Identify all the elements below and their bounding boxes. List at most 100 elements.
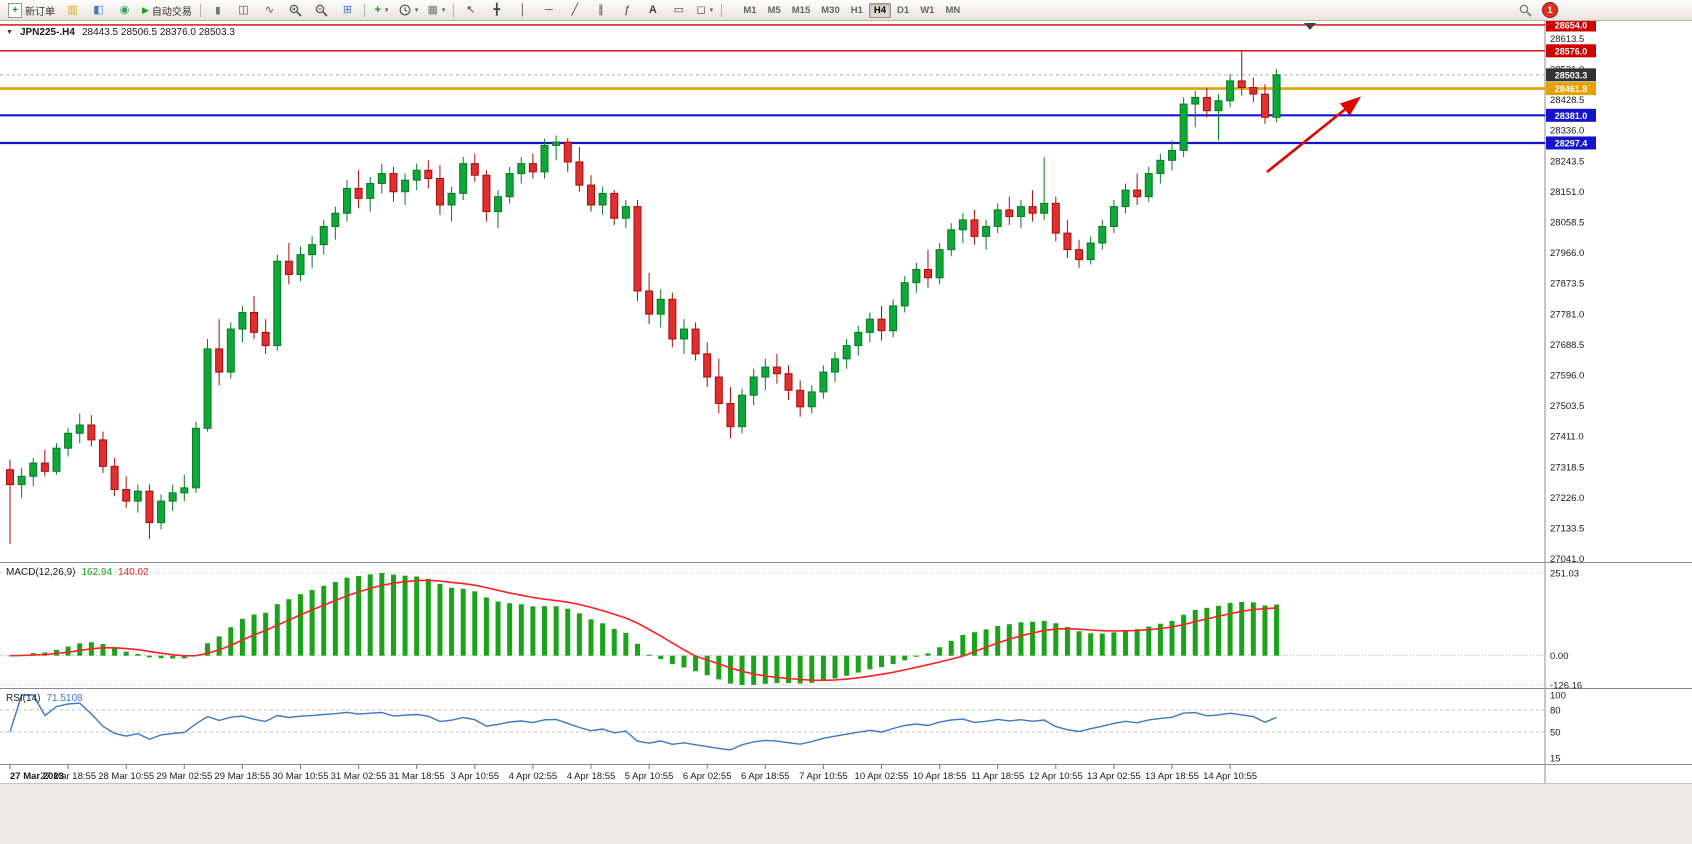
candle [482,174,491,213]
line-chart-icon: ∿ [264,3,275,16]
macd-histogram-bar [216,636,222,656]
candle [470,163,479,176]
candle [424,169,433,180]
macd-histogram-bar [879,655,884,668]
vertical-line-button[interactable]: │ [510,1,535,20]
candle [273,260,282,347]
macd-histogram-bar [356,576,362,656]
templates-button[interactable]: ▦ ▾ [423,1,449,20]
candle [1214,100,1223,112]
timeframe-button-M1[interactable]: M1 [743,4,757,16]
trendline-button[interactable]: ╱ [562,1,587,20]
crosshair-button[interactable]: ╋ [484,1,509,20]
chevron-down-icon: ▾ [709,7,714,14]
candle [505,173,514,198]
candle [935,249,944,279]
search-icon[interactable] [1519,4,1532,17]
chart-line-button[interactable]: ∿ [257,1,282,20]
shapes-button[interactable]: ◻ ▾ [692,1,717,20]
svg-text:27318.5: 27318.5 [1550,462,1584,473]
time-label: 7 Apr 10:55 [799,771,848,782]
candle [958,219,967,231]
svg-text:50: 50 [1550,728,1561,739]
timeframe-button-M30[interactable]: M30 [821,4,840,16]
arrow-annotation[interactable] [1266,96,1362,174]
timeframe-button-D1[interactable]: D1 [897,4,910,16]
data-window-button[interactable]: ◧ [86,1,111,20]
svg-text:28336.0: 28336.0 [1550,126,1584,137]
candle [52,447,61,472]
timeframe-button-M15[interactable]: M15 [791,4,811,16]
chart-expand-icon[interactable]: ▼ [6,29,13,36]
candle [250,312,259,333]
zoom-in-icon [289,4,302,17]
candle [1226,80,1235,102]
macd-histogram-bar [588,619,594,656]
indicators-button[interactable]: + ▾ [369,1,394,20]
text-button[interactable]: A [640,1,665,20]
chart-bars-button[interactable]: ||| [205,1,230,20]
time-label: 29 Mar 18:55 [214,771,270,782]
rsi-pane: 100 80 50 15 [0,691,1566,765]
macd-histogram-bar [646,654,652,656]
macd-histogram-bar [576,613,582,656]
macd-histogram-bar [239,618,245,656]
rsi-line [9,694,1277,751]
candle [621,206,630,219]
svg-text:27133.5: 27133.5 [1550,524,1584,535]
macd-name: MACD(12,26,9) [6,567,76,578]
chart-candles-button[interactable]: ◫ [231,1,256,20]
timeframe-button-M5[interactable]: M5 [767,4,781,16]
shapes-icon: ◻ [696,3,706,16]
candle [1237,80,1246,89]
candle [1133,189,1142,198]
timeframe-button-W1[interactable]: W1 [920,4,935,16]
macd-histogram-bar [658,655,664,660]
candle [1191,96,1200,105]
periods-button[interactable]: ▾ [395,1,423,20]
chart-shift-marker[interactable] [1304,23,1316,30]
zoom-in-button[interactable] [283,1,308,20]
price-badge [1546,82,1596,96]
candle [819,371,828,393]
timeframe-button-H4[interactable]: H4 [868,2,892,18]
market-watch-button[interactable]: ▥ [60,1,85,20]
zoom-out-button[interactable] [309,1,334,20]
macd-histogram-bar [1123,630,1129,656]
svg-text:28297.4: 28297.4 [1555,138,1588,148]
macd-histogram-bar [181,655,187,659]
navigator-button[interactable]: ◉ [112,1,137,20]
svg-text:28428.5: 28428.5 [1550,95,1584,106]
macd-histogram-bar [937,647,943,656]
autotrading-button[interactable]: ▶ 自动交易 [138,1,196,20]
candle [1051,202,1060,234]
macd-histogram-bar [1041,620,1047,656]
candle [1272,74,1281,118]
candle [1202,96,1211,112]
timeframe-button-MN[interactable]: MN [945,4,961,16]
candle [900,282,909,307]
fibonacci-button[interactable]: ƒ [614,1,639,20]
candle [1005,209,1014,218]
tile-windows-button[interactable]: ⊞ [335,1,360,20]
macd-histogram-bar [7,655,13,657]
text-label-button[interactable]: ▭ [666,1,691,20]
candle [889,305,898,332]
time-label: 31 Mar 02:55 [331,771,387,782]
candle [110,465,119,491]
macd-histogram-bar [1250,602,1256,656]
fibonacci-icon: ƒ [623,3,630,16]
svg-text:28243.5: 28243.5 [1550,156,1584,167]
cursor-button[interactable]: ↖ [458,1,483,20]
chart-window[interactable]: 28613.528521.028428.528336.028243.528151… [0,21,1692,783]
toolbar-separator [453,3,455,17]
bottom-strip [0,783,1692,844]
macd-histogram-bar [913,655,919,657]
new-order-button[interactable]: + 新订单 [4,1,59,20]
notification-badge[interactable]: 1 [1542,2,1558,18]
channel-button[interactable]: ∥ [588,1,613,20]
candle [1028,206,1037,214]
horizontal-line-button[interactable]: ─ [536,1,561,20]
timeframe-button-H1[interactable]: H1 [850,4,863,16]
